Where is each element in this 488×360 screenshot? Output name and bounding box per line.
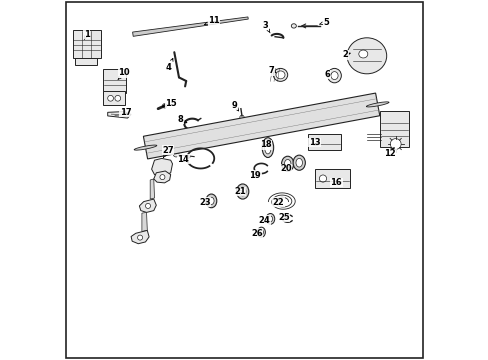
- Text: 12: 12: [384, 148, 395, 158]
- Ellipse shape: [208, 197, 214, 204]
- Ellipse shape: [259, 230, 263, 235]
- Circle shape: [173, 151, 179, 157]
- Text: 20: 20: [280, 164, 291, 173]
- Text: 19: 19: [249, 171, 261, 180]
- FancyBboxPatch shape: [380, 111, 408, 147]
- Ellipse shape: [134, 145, 157, 150]
- Text: 25: 25: [278, 212, 289, 221]
- Ellipse shape: [281, 156, 293, 171]
- Circle shape: [311, 139, 319, 146]
- Text: 9: 9: [231, 100, 238, 111]
- Text: 8: 8: [177, 115, 186, 124]
- Ellipse shape: [327, 68, 341, 83]
- Ellipse shape: [346, 38, 386, 74]
- Polygon shape: [142, 212, 147, 231]
- Text: 13: 13: [308, 138, 320, 147]
- Circle shape: [319, 175, 326, 182]
- Polygon shape: [150, 179, 154, 199]
- Circle shape: [115, 95, 121, 101]
- Text: 16: 16: [330, 178, 342, 187]
- FancyBboxPatch shape: [103, 91, 124, 105]
- Ellipse shape: [330, 72, 337, 80]
- FancyBboxPatch shape: [73, 30, 101, 58]
- Ellipse shape: [284, 159, 290, 168]
- Text: 7: 7: [268, 66, 276, 75]
- Ellipse shape: [291, 24, 296, 28]
- Ellipse shape: [292, 155, 305, 170]
- Ellipse shape: [366, 102, 388, 107]
- Circle shape: [389, 139, 400, 149]
- Text: 1: 1: [84, 30, 90, 40]
- Polygon shape: [132, 17, 248, 36]
- Text: 27: 27: [162, 145, 174, 157]
- Text: 14: 14: [177, 154, 189, 163]
- Text: 24: 24: [258, 216, 270, 225]
- FancyBboxPatch shape: [307, 134, 340, 150]
- Circle shape: [160, 175, 164, 180]
- Circle shape: [137, 235, 142, 240]
- Circle shape: [162, 104, 166, 108]
- Circle shape: [145, 203, 150, 208]
- Text: 15: 15: [162, 99, 177, 108]
- Ellipse shape: [295, 158, 302, 167]
- Text: 5: 5: [319, 18, 328, 27]
- Ellipse shape: [264, 141, 270, 154]
- Text: 6: 6: [324, 70, 330, 79]
- Text: 22: 22: [272, 198, 284, 207]
- Text: 11: 11: [204, 16, 219, 25]
- Ellipse shape: [273, 68, 287, 81]
- Ellipse shape: [262, 138, 273, 158]
- Ellipse shape: [268, 216, 272, 222]
- Polygon shape: [107, 112, 131, 118]
- Polygon shape: [151, 158, 172, 176]
- Text: 2: 2: [342, 50, 349, 59]
- Polygon shape: [131, 230, 149, 244]
- Text: 3: 3: [263, 21, 269, 33]
- Polygon shape: [75, 58, 97, 65]
- Ellipse shape: [275, 71, 285, 79]
- Polygon shape: [139, 199, 156, 212]
- Ellipse shape: [205, 194, 216, 208]
- Text: 4: 4: [165, 58, 173, 72]
- Circle shape: [239, 115, 244, 120]
- Ellipse shape: [265, 213, 274, 224]
- Text: 17: 17: [120, 108, 131, 117]
- Text: 10: 10: [118, 68, 129, 80]
- Ellipse shape: [239, 187, 245, 196]
- Text: 18: 18: [260, 140, 271, 149]
- Polygon shape: [143, 93, 379, 159]
- Ellipse shape: [358, 50, 367, 58]
- Text: 23: 23: [199, 198, 210, 207]
- FancyBboxPatch shape: [103, 69, 126, 93]
- Circle shape: [107, 95, 113, 101]
- FancyBboxPatch shape: [315, 169, 349, 188]
- Ellipse shape: [236, 184, 248, 199]
- Ellipse shape: [257, 227, 265, 237]
- Text: 21: 21: [234, 187, 245, 196]
- Polygon shape: [153, 171, 170, 183]
- Text: 26: 26: [251, 229, 263, 238]
